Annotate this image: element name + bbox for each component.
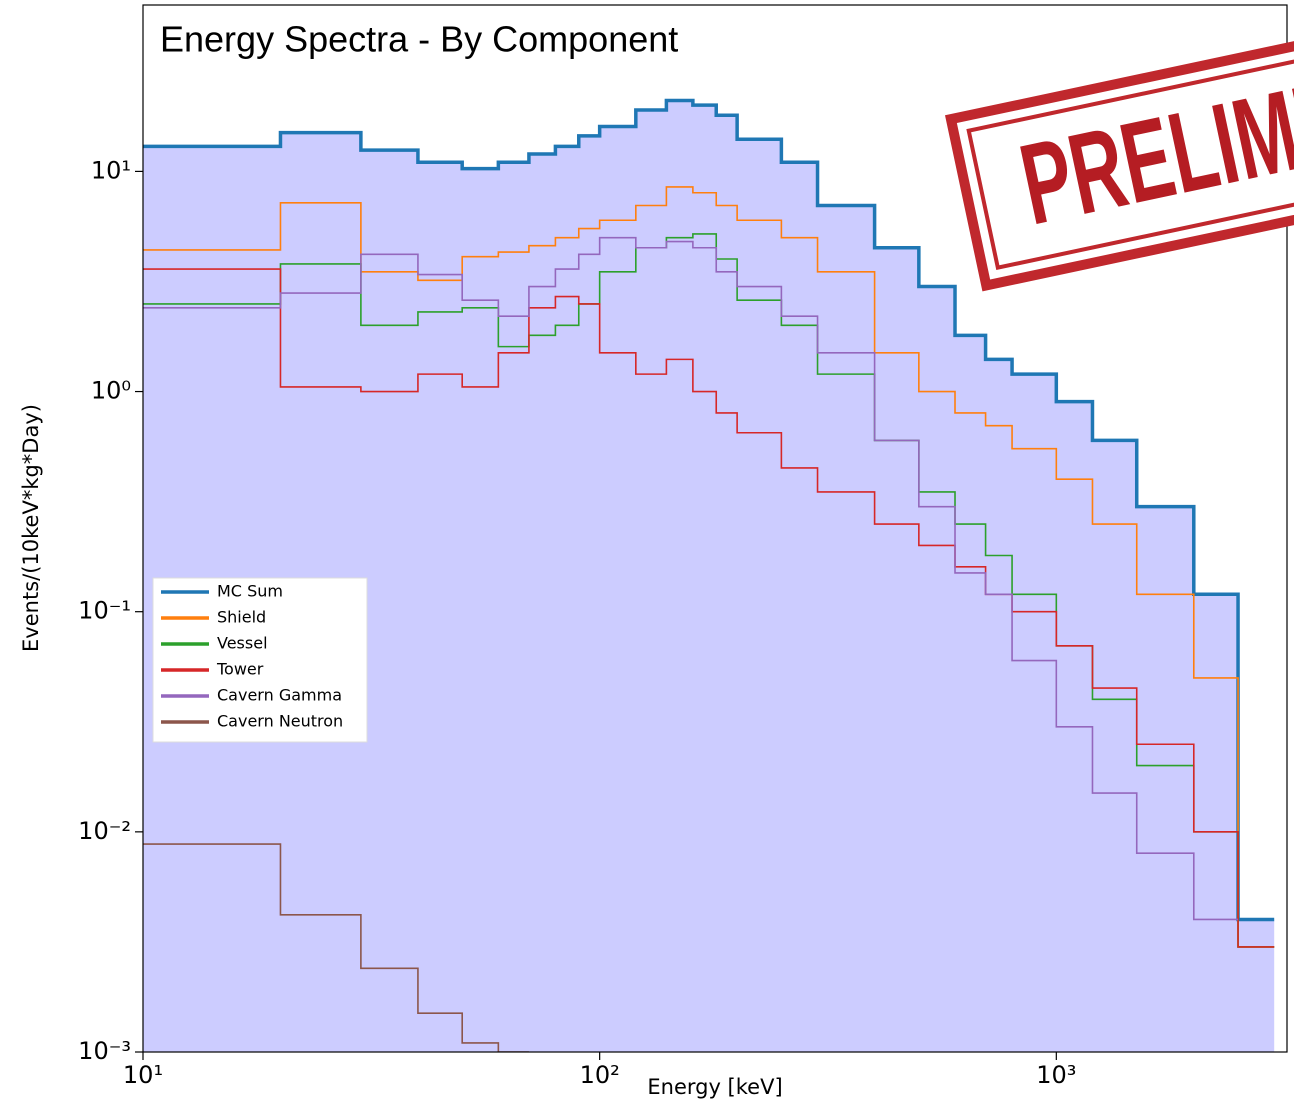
series-line bbox=[143, 268, 1275, 948]
legend-label: Cavern Neutron bbox=[217, 712, 343, 731]
series-line bbox=[143, 236, 1239, 921]
legend-label: Tower bbox=[216, 660, 264, 679]
y-tick-label: 10⁻² bbox=[78, 817, 131, 845]
area-fill bbox=[143, 100, 1275, 1052]
stamp: PRELIMINARY bbox=[945, 20, 1294, 292]
y-tick-label: 10⁰ bbox=[91, 377, 131, 405]
x-axis-label: Energy [keV] bbox=[647, 1075, 782, 1099]
y-tick-label: 10¹ bbox=[91, 156, 131, 184]
legend-label: Cavern Gamma bbox=[217, 686, 342, 705]
x-tick-label: 10² bbox=[580, 1061, 620, 1089]
y-tick-label: 10⁻³ bbox=[78, 1037, 131, 1065]
series-line bbox=[143, 843, 529, 1052]
series-line bbox=[143, 186, 1275, 948]
y-axis-label: Events/(10keV*kg*Day) bbox=[19, 404, 43, 652]
plot-area bbox=[143, 98, 1275, 1052]
legend-label: Shield bbox=[217, 608, 266, 627]
series-line bbox=[143, 98, 1275, 922]
plot-frame bbox=[142, 4, 1288, 1053]
y-tick-label: 10⁻¹ bbox=[78, 597, 131, 625]
legend-label: MC Sum bbox=[217, 582, 283, 601]
x-tick-label: 10³ bbox=[1036, 1061, 1076, 1089]
stamp-frame bbox=[945, 30, 1294, 292]
legend-box bbox=[152, 577, 368, 743]
chart-title: Energy Spectra - By Component bbox=[160, 19, 678, 60]
x-tick-label: 10¹ bbox=[123, 1061, 163, 1089]
legend-label: Vessel bbox=[217, 634, 268, 653]
stamp-inner bbox=[966, 51, 1294, 271]
